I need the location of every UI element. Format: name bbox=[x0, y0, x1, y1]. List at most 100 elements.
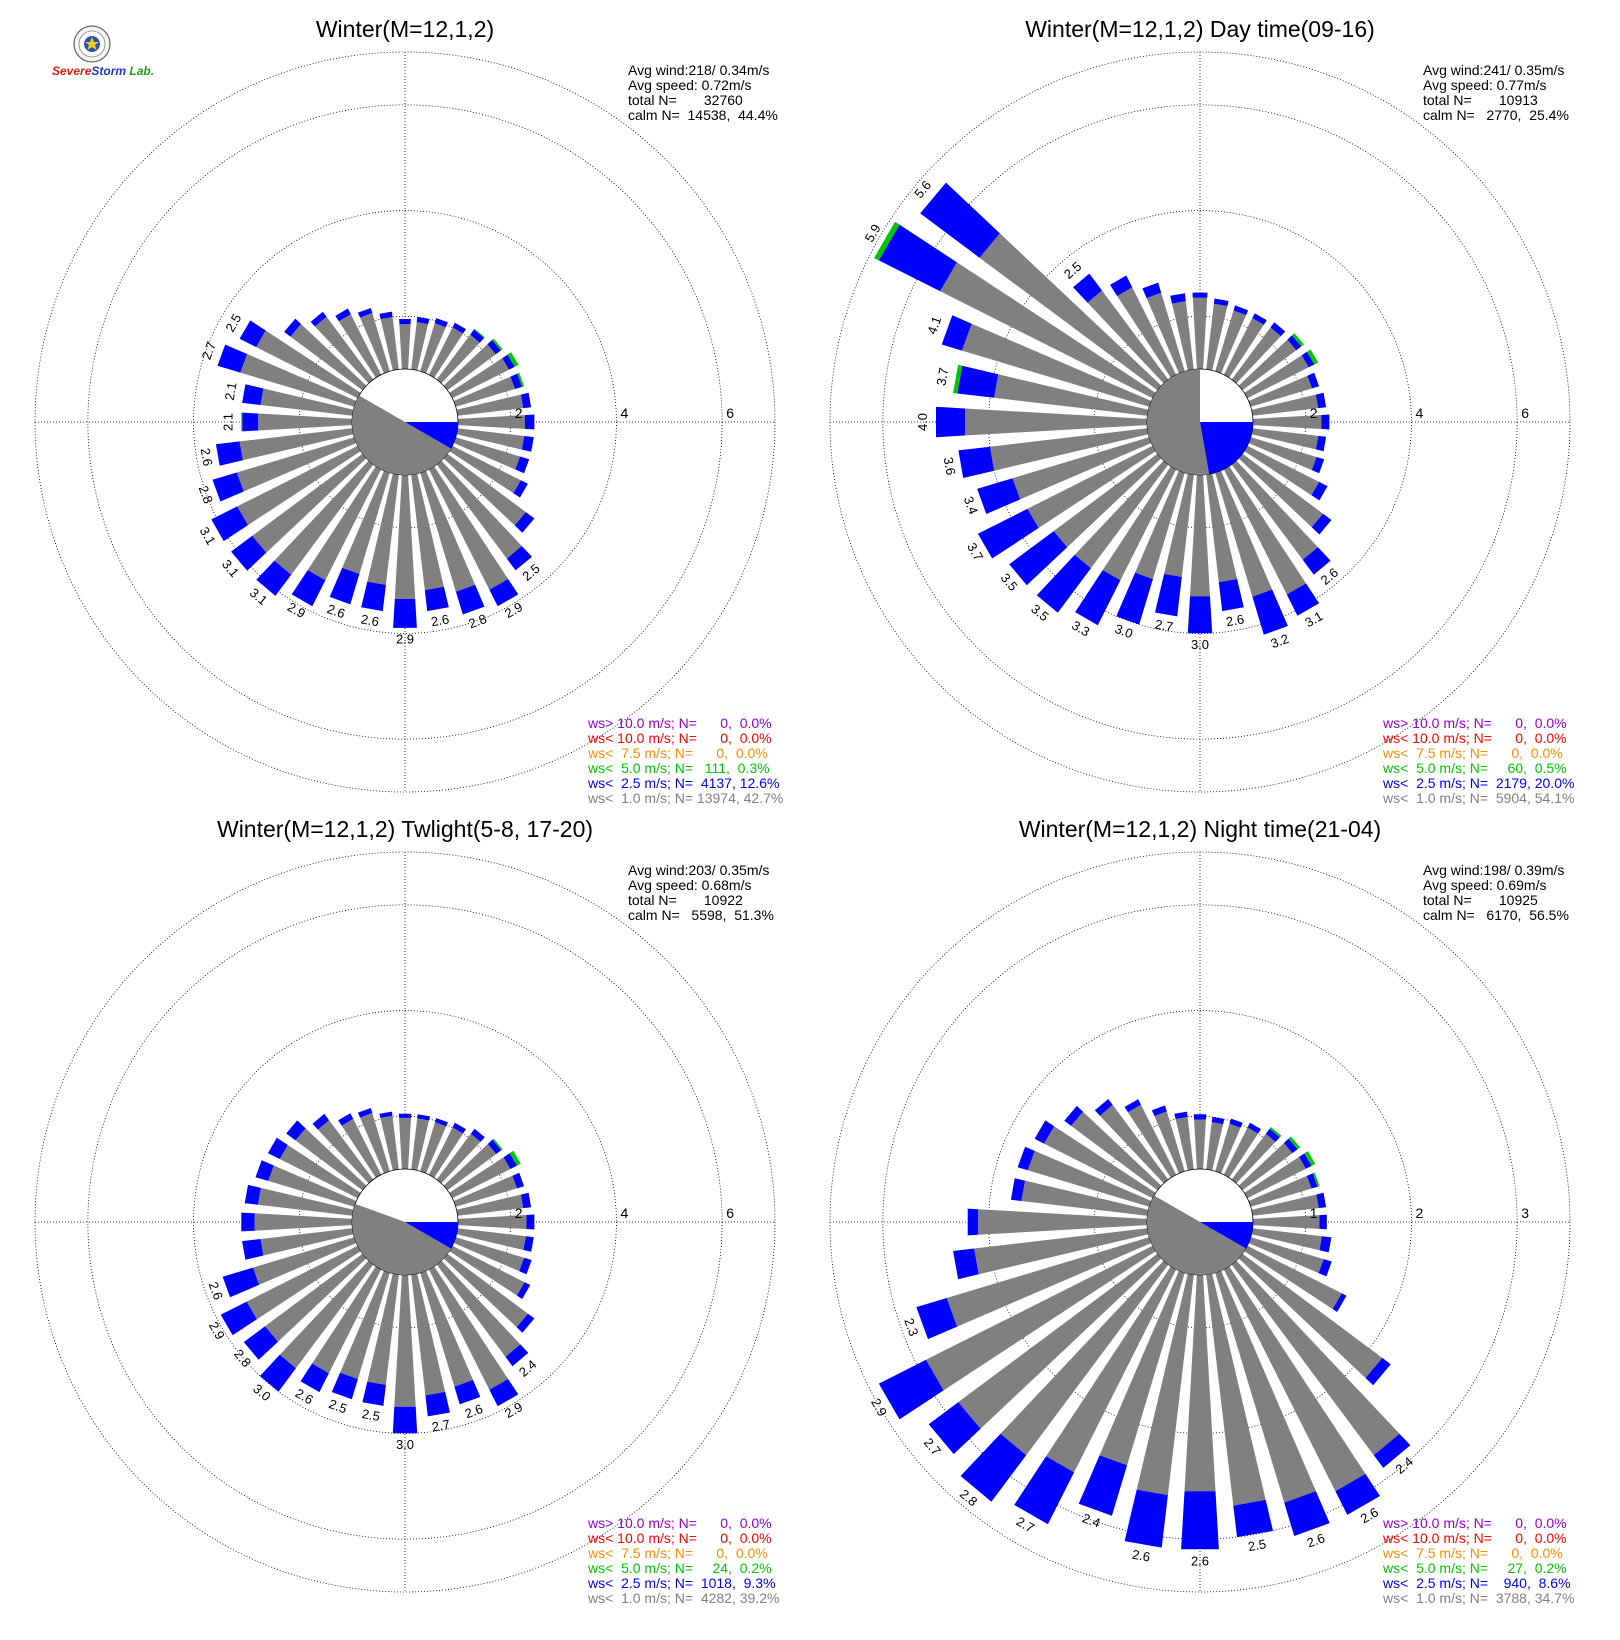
bar-segment-lt1 bbox=[1251, 1194, 1319, 1216]
bar-value-label: 3.4 bbox=[961, 494, 981, 516]
bar-segment-lt2-5 bbox=[1075, 570, 1121, 626]
wind-rose-panel: 2.5 2.9 2.8 2.6 2.9 2.6 2.6 2.9 3.1 3.1 3.1 2.8 2.6 2… bbox=[0, 0, 810, 820]
stats-line: calm N= 2770, 25.4% bbox=[1423, 107, 1569, 123]
bar-segment-lt2-5 bbox=[239, 320, 266, 348]
bar-segment-lt1 bbox=[961, 323, 1152, 407]
bar-segment-lt1 bbox=[317, 1120, 374, 1184]
radial-tick-label: 2 bbox=[515, 405, 523, 421]
bar-segment-lt1 bbox=[449, 1245, 525, 1296]
bar-segment-lt2-5 bbox=[487, 1139, 502, 1154]
bar-segment-lt2-5 bbox=[434, 318, 448, 328]
bar-segment-lt5 bbox=[492, 1138, 503, 1151]
stats-line: calm N= 6170, 56.5% bbox=[1423, 907, 1569, 923]
bar-segment-lt5 bbox=[1269, 1127, 1282, 1138]
bar-segment-lt2-5 bbox=[1252, 589, 1288, 635]
bar-segment-lt2-5 bbox=[1302, 547, 1331, 575]
bar-segment-lt1 bbox=[268, 1165, 357, 1207]
bar-segment-lt1 bbox=[940, 262, 1156, 399]
bar-segment-lt1 bbox=[457, 1215, 527, 1229]
bar-segment-lt1 bbox=[1175, 1116, 1194, 1171]
bar-segment-lt2-5 bbox=[284, 318, 301, 337]
legend-ws-lt-1: ws< 1.0 m/s; N= 13974, 42.7% bbox=[588, 790, 784, 806]
bar-segment-lt1 bbox=[399, 1117, 411, 1170]
bar-segment-lt2-5 bbox=[286, 1120, 306, 1141]
bar-segment-lt2-5 bbox=[516, 1282, 531, 1299]
center-sector-blue bbox=[405, 422, 458, 449]
grid-ring bbox=[882, 104, 1518, 740]
bar-segment-lt5 bbox=[509, 1150, 521, 1166]
bar-segment-lt1 bbox=[946, 1237, 1152, 1327]
bar-segment-lt1 bbox=[1146, 292, 1185, 374]
bar-segment-lt1 bbox=[1252, 415, 1322, 429]
bar-segment-lt1 bbox=[436, 1260, 521, 1357]
bar-segment-lt1 bbox=[994, 374, 1149, 416]
bar-segment-lt1 bbox=[411, 1118, 429, 1171]
radial-tick-label: 1 bbox=[1310, 1205, 1318, 1221]
bar-value-label: 3.0 bbox=[396, 1437, 414, 1452]
panel-title: Winter(M=12,1,2) bbox=[315, 16, 495, 42]
radial-tick-label: 6 bbox=[726, 1205, 734, 1221]
bar-segment-lt2-5 bbox=[241, 1212, 255, 1232]
bar-segment-lt1 bbox=[1251, 1228, 1322, 1251]
bar-segment-lt2-5 bbox=[1332, 1293, 1347, 1312]
center-sector-blue bbox=[1200, 422, 1253, 475]
stats-line: Avg speed: 0.77m/s bbox=[1423, 77, 1547, 93]
bar-segment-lt2-5 bbox=[1233, 1499, 1273, 1538]
bar-segment-lt1 bbox=[399, 324, 411, 370]
stats-line: total N= 32760 bbox=[628, 92, 743, 108]
stats-box: Avg wind:218/ 0.34m/s Avg speed: 0.72m/s t… bbox=[628, 63, 778, 123]
bar-segment-lt2-5 bbox=[1174, 1111, 1188, 1119]
bar-segment-lt2-5 bbox=[243, 1326, 278, 1360]
bar-segment-lt1 bbox=[1099, 1104, 1169, 1184]
logo-text-storm: Storm bbox=[91, 64, 127, 78]
logo-text: SevereStorm Lab. bbox=[52, 64, 154, 78]
radial-tick-label: 6 bbox=[1521, 405, 1529, 421]
legend-ws-lt-7-5: ws< 7.5 m/s; N= 0, 0.0% bbox=[588, 1545, 768, 1561]
bar-segment-lt2-5 bbox=[300, 1363, 329, 1393]
bar-segment-lt1 bbox=[989, 428, 1149, 471]
bar-segment-lt2-5 bbox=[291, 570, 326, 607]
bar-segment-lt5 bbox=[1304, 1151, 1316, 1166]
bar-segment-lt2-5 bbox=[519, 1257, 532, 1275]
stats-line: total N= 10925 bbox=[1423, 892, 1538, 908]
bar-segment-lt2-5 bbox=[503, 1153, 517, 1169]
bar-segment-lt1 bbox=[341, 1118, 382, 1178]
bar-segment-lt2-5 bbox=[521, 436, 534, 452]
bar-segment-lt2-5 bbox=[936, 406, 965, 438]
bar-segment-lt1 bbox=[315, 316, 374, 384]
bar-segment-lt1 bbox=[436, 334, 480, 384]
grid-ring bbox=[193, 210, 617, 634]
bar-segment-lt2-5 bbox=[1315, 392, 1327, 409]
legend-ws-lt-10: ws< 10.0 m/s; N= 0, 0.0% bbox=[1383, 1530, 1567, 1546]
bar-segment-lt1 bbox=[1244, 1245, 1342, 1310]
bar-segment-lt2-5 bbox=[928, 1402, 981, 1455]
bar-value-label: 3.6 bbox=[941, 456, 959, 476]
bar-value-label: 2.6 bbox=[360, 611, 380, 629]
bar-segment-lt1 bbox=[1000, 1260, 1169, 1456]
bar-segment-lt1 bbox=[239, 428, 354, 461]
bar-segment-lt2-5 bbox=[1193, 1114, 1207, 1120]
bar-segment-lt2-5 bbox=[392, 1406, 418, 1434]
bar-segment-lt2-5 bbox=[878, 1359, 944, 1420]
bar-segment-lt2-5 bbox=[1017, 1146, 1035, 1171]
bar-segment-lt2-5 bbox=[957, 365, 999, 398]
bar-value-label: 2.8 bbox=[196, 483, 216, 505]
grid-ring-outer bbox=[34, 851, 776, 1593]
grid-ring bbox=[882, 904, 1518, 1540]
bar-segment-lt1 bbox=[1046, 1266, 1177, 1473]
bar-segment-lt2-5 bbox=[514, 512, 535, 533]
legend-ws-lt-2-5: ws< 2.5 m/s; N= 4137, 12.6% bbox=[588, 775, 780, 791]
bar-segment-lt1 bbox=[256, 330, 361, 399]
stats-line: Avg speed: 0.68m/s bbox=[628, 877, 752, 893]
bar-segment-lt1 bbox=[1206, 1273, 1266, 1506]
bar-segment-lt1 bbox=[1074, 460, 1169, 569]
stats-box: Avg wind:198/ 0.39m/s Avg speed: 0.69m/s t… bbox=[1423, 863, 1569, 923]
bar-value-label: 2.6 bbox=[1358, 1504, 1381, 1526]
center-sector-blue bbox=[1200, 1222, 1253, 1249]
radial-tick-label: 2 bbox=[1416, 1205, 1424, 1221]
bar-value-label: 2.7 bbox=[431, 1417, 451, 1435]
bar-segment-lt2-5 bbox=[953, 1248, 979, 1280]
wind-rose-plot: 2.52.92.82.62.92.62.62.93.13.13.12.82.62… bbox=[34, 51, 776, 793]
bar-segment-lt1 bbox=[978, 1209, 1148, 1235]
bar-segment-lt1 bbox=[1172, 301, 1194, 371]
